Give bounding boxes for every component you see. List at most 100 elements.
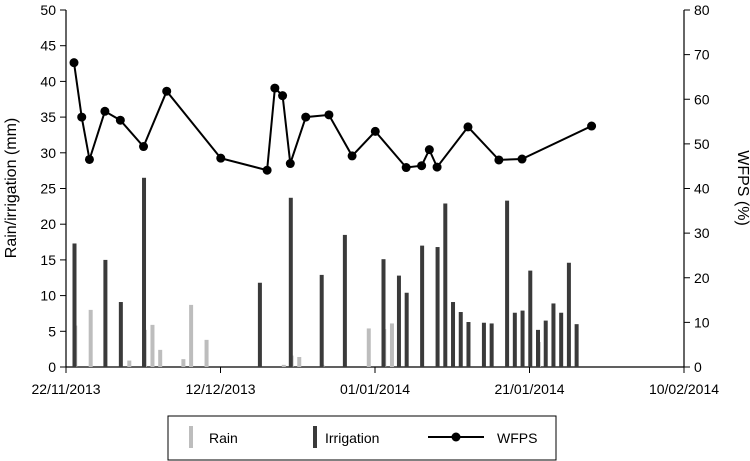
y-right-tick-label: 60 — [694, 91, 710, 107]
legend-wfps-marker — [451, 432, 461, 442]
wfps-series — [69, 58, 597, 175]
rain-bar — [204, 339, 209, 367]
legend-irrigation-swatch — [313, 426, 317, 448]
wfps-point — [494, 155, 504, 165]
irrigation-bar — [420, 245, 425, 367]
wfps-point — [115, 115, 125, 125]
y-right-tick-label: 10 — [694, 314, 710, 330]
wfps-point — [216, 153, 226, 163]
irrigation-bar — [72, 243, 77, 367]
irrigation-bar — [551, 303, 556, 367]
wfps-point — [417, 161, 427, 171]
wfps-point — [324, 110, 334, 120]
irrigation-bar — [118, 302, 123, 367]
x-tick-label: 22/11/2013 — [31, 381, 100, 397]
wfps-point — [424, 145, 434, 155]
rain-bar — [366, 328, 371, 367]
wfps-point — [278, 91, 288, 101]
y-left-axis-title: Rain/irrigation (mm) — [3, 118, 20, 258]
x-tick-label: 12/12/2013 — [185, 381, 255, 397]
legend-wfps-label: WFPS — [497, 430, 537, 446]
y-left-tick-label: 30 — [40, 145, 56, 161]
irrigation-bar — [142, 177, 147, 367]
wfps-point — [262, 165, 272, 175]
irrigation-bar — [466, 322, 471, 367]
wfps-point — [401, 163, 411, 173]
wfps-point — [162, 86, 172, 96]
y-right-tick-label: 0 — [694, 359, 702, 375]
wfps-point — [84, 154, 94, 164]
irrigation-series — [72, 177, 579, 367]
wfps-point — [69, 58, 79, 68]
irrigation-bar — [342, 234, 347, 367]
wfps-point — [285, 159, 295, 169]
irrigation-bar — [396, 275, 401, 367]
wfps-point — [77, 112, 87, 122]
y-left-tick-label: 15 — [40, 252, 56, 268]
y-left-tick-label: 50 — [40, 2, 56, 18]
irrigation-bar — [520, 310, 525, 367]
rain-bar — [150, 324, 155, 367]
rain-bar — [158, 349, 163, 367]
irrigation-bar — [481, 322, 486, 367]
y-right-tick-label: 70 — [694, 47, 710, 63]
legend-rain-label: Rain — [209, 430, 238, 446]
wfps-point — [301, 112, 311, 122]
left-axis-ticks: 0 5 10 15 20 25 30 35 40 45 50 — [40, 2, 66, 375]
irrigation-bar — [566, 262, 571, 367]
y-left-tick-label: 20 — [40, 216, 56, 232]
plot-area — [65, 10, 685, 368]
x-tick-label: 21/01/2014 — [494, 381, 564, 397]
legend-irrigation-label: Irrigation — [325, 430, 379, 446]
rain-bar — [281, 364, 286, 367]
irrigation-bar — [543, 320, 548, 367]
y-left-tick-label: 40 — [40, 73, 56, 89]
irrigation-bar — [458, 312, 463, 367]
irrigation-bar — [257, 282, 262, 367]
wfps-point — [587, 121, 597, 131]
irrigation-bar — [528, 270, 533, 367]
y-right-tick-label: 80 — [694, 2, 710, 18]
irrigation-bar — [319, 274, 324, 367]
irrigation-bar — [404, 292, 409, 367]
legend-rain-swatch — [189, 426, 193, 448]
y-left-tick-label: 45 — [40, 38, 56, 54]
irrigation-bar — [489, 323, 494, 367]
irrigation-bar — [451, 302, 456, 367]
x-tick-label: 10/02/2014 — [649, 381, 719, 397]
rain-bar — [189, 304, 194, 367]
irrigation-bar — [443, 203, 448, 367]
y-right-tick-label: 30 — [694, 225, 710, 241]
rain-bar — [127, 360, 132, 367]
rain-bar — [88, 309, 93, 367]
irrigation-bar — [435, 247, 440, 367]
y-right-tick-label: 50 — [694, 136, 710, 152]
wfps-point — [517, 154, 527, 164]
legend-box — [167, 415, 557, 461]
irrigation-bar — [559, 312, 564, 367]
right-axis-ticks: 0 10 20 30 40 50 60 70 80 — [684, 2, 710, 375]
irrigation-bar — [505, 200, 510, 367]
rain-bar — [297, 357, 302, 367]
wfps-point — [100, 106, 110, 116]
irrigation-bar — [512, 312, 517, 367]
irrigation-bar — [103, 259, 108, 367]
wfps-point — [270, 83, 280, 93]
wfps-point — [139, 142, 149, 152]
y-right-axis-title: WFPS (%) — [734, 150, 750, 226]
legend: Rain Irrigation WFPS — [167, 415, 557, 461]
irrigation-bar — [288, 197, 293, 367]
irrigation-bar — [574, 324, 579, 367]
x-tick-label: 01/01/2014 — [340, 381, 410, 397]
wfps-point — [347, 151, 357, 161]
y-left-tick-label: 5 — [48, 323, 56, 339]
wfps-point — [370, 126, 380, 136]
rain-bar — [389, 323, 394, 367]
x-axis-ticks: 22/11/2013 12/12/2013 01/01/2014 21/01/2014… — [31, 367, 719, 397]
wfps-point — [463, 122, 473, 132]
y-left-tick-label: 10 — [40, 288, 56, 304]
irrigation-bar — [536, 329, 540, 367]
y-left-tick-label: 0 — [48, 359, 56, 375]
wfps-point — [432, 162, 442, 172]
